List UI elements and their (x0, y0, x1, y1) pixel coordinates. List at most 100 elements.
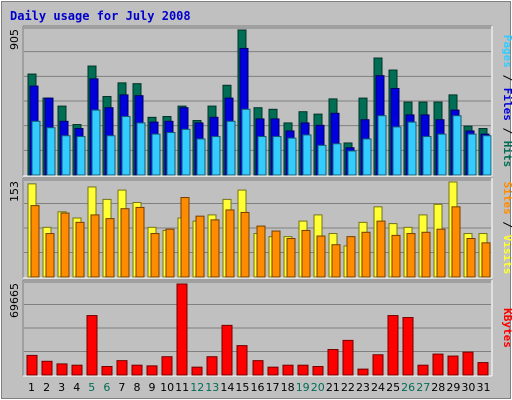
bar-sites-day-31 (481, 242, 491, 278)
x-tick-day-13: 13 (205, 381, 219, 394)
bar-sites-day-6 (105, 218, 115, 278)
x-tick-day-6: 6 (103, 381, 110, 394)
bar-kbytes-day-16 (252, 360, 264, 376)
x-tick-day-24: 24 (371, 381, 385, 394)
bar-sites-day-19 (301, 229, 311, 278)
bar-kbytes-day-10 (161, 356, 173, 376)
bar-pages-day-3 (61, 135, 71, 176)
x-tick-day-18: 18 (281, 381, 295, 394)
bar-kbytes-day-18 (282, 364, 294, 376)
x-tick-day-26: 26 (401, 381, 415, 394)
bar-sites-day-27 (421, 231, 431, 278)
bar-sites-day-14 (225, 209, 235, 278)
x-tick-day-29: 29 (446, 381, 460, 394)
bar-pages-day-23 (362, 138, 372, 176)
x-tick-day-25: 25 (386, 381, 400, 394)
bar-sites-day-30 (466, 238, 476, 278)
bar-sites-day-2 (45, 233, 55, 278)
x-tick-day-15: 15 (235, 381, 249, 394)
kbytes-panel: 69665 (8, 279, 493, 377)
bar-kbytes-day-27 (417, 364, 429, 376)
legend-kbytes-part: KBytes (501, 308, 512, 348)
bar-pages-day-17 (272, 136, 282, 176)
x-tick-day-14: 14 (220, 381, 234, 394)
bar-pages-day-7 (121, 116, 131, 176)
bar-pages-day-10 (166, 132, 176, 176)
chart-title: Daily usage for July 2008 (10, 9, 191, 23)
bar-sites-day-16 (256, 225, 266, 278)
legend-pages-files-hits-part: / (501, 121, 512, 141)
x-tick-day-20: 20 (311, 381, 325, 394)
x-tick-day-4: 4 (73, 381, 80, 394)
bar-kbytes-day-23 (357, 368, 369, 376)
bar-pages-day-30 (467, 133, 477, 176)
bar-kbytes-day-29 (447, 355, 459, 376)
x-tick-day-19: 19 (296, 381, 310, 394)
bar-sites-day-20 (316, 235, 326, 278)
bar-pages-day-22 (347, 150, 357, 176)
legend-sites-visits-part: Visits (501, 235, 512, 275)
x-tick-day-1: 1 (28, 381, 35, 394)
x-tick-day-16: 16 (251, 381, 265, 394)
bar-kbytes-day-28 (432, 353, 444, 376)
bar-kbytes-day-11 (176, 283, 188, 376)
bar-pages-day-1 (31, 120, 41, 176)
y-max-label: 153 (8, 181, 21, 202)
bar-pages-day-21 (332, 143, 342, 176)
x-tick-day-22: 22 (341, 381, 355, 394)
bar-kbytes-day-9 (146, 365, 158, 376)
bar-sites-day-26 (406, 233, 416, 278)
x-tick-day-12: 12 (190, 381, 204, 394)
legend-pages-files-hits: Pages / Files / Hits (501, 35, 512, 168)
bar-sites-day-23 (361, 231, 371, 278)
bar-pages-day-9 (151, 133, 161, 176)
bar-pages-day-20 (317, 144, 327, 176)
bar-sites-day-15 (240, 211, 250, 278)
bar-pages-day-24 (377, 115, 387, 176)
bar-pages-day-13 (211, 136, 221, 176)
y-max-label: 69665 (8, 283, 21, 318)
y-max-label: 905 (8, 29, 21, 50)
hits-files-pages-panel: 905 (8, 25, 493, 177)
legend-kbytes: KBytes (501, 308, 512, 348)
bar-kbytes-day-26 (402, 317, 414, 376)
bar-pages-day-16 (257, 136, 267, 176)
bar-sites-day-22 (346, 236, 356, 278)
bar-kbytes-day-19 (297, 364, 309, 376)
bar-kbytes-day-22 (342, 339, 354, 376)
legend-pages-files-hits-part: Hits (501, 141, 512, 168)
bar-kbytes-day-3 (56, 363, 68, 376)
bar-sites-day-21 (331, 244, 341, 278)
bar-kbytes-day-17 (267, 366, 279, 376)
x-tick-day-2: 2 (43, 381, 50, 394)
bar-kbytes-day-12 (191, 366, 203, 376)
bar-sites-day-18 (286, 238, 296, 278)
bar-pages-day-6 (106, 135, 116, 176)
bar-sites-day-10 (165, 228, 175, 278)
bar-pages-day-31 (482, 135, 492, 176)
bar-sites-day-29 (451, 206, 461, 278)
legend-pages-files-hits-part: Files (501, 88, 512, 121)
bar-sites-day-13 (210, 219, 220, 278)
bar-sites-day-17 (271, 230, 281, 278)
x-tick-day-7: 7 (118, 381, 125, 394)
bar-kbytes-day-14 (221, 324, 233, 376)
bar-pages-day-12 (196, 138, 206, 176)
x-tick-day-31: 31 (476, 381, 490, 394)
bar-pages-day-25 (392, 126, 402, 176)
bar-pages-day-15 (241, 108, 251, 176)
x-tick-day-5: 5 (88, 381, 95, 394)
bar-pages-day-18 (287, 137, 297, 176)
legend-sites-visits: Sites / Visits (501, 182, 512, 275)
bar-pages-day-11 (181, 128, 191, 176)
bar-sites-day-28 (436, 228, 446, 278)
bar-kbytes-day-8 (131, 364, 143, 376)
legend-pages-files-hits-part: Pages (501, 35, 512, 68)
bar-pages-day-5 (91, 109, 101, 176)
bar-pages-day-19 (302, 134, 312, 176)
x-axis-day-labels: 1 2 3 4 5 6 7 8 9 10 11 12 13 14 15 16 17 18 19 20 21 22 23 24 2… (28, 381, 490, 394)
bar-kbytes-day-25 (387, 315, 399, 376)
visits-sites-panel: 153 (8, 177, 493, 279)
bar-pages-day-4 (76, 136, 86, 176)
